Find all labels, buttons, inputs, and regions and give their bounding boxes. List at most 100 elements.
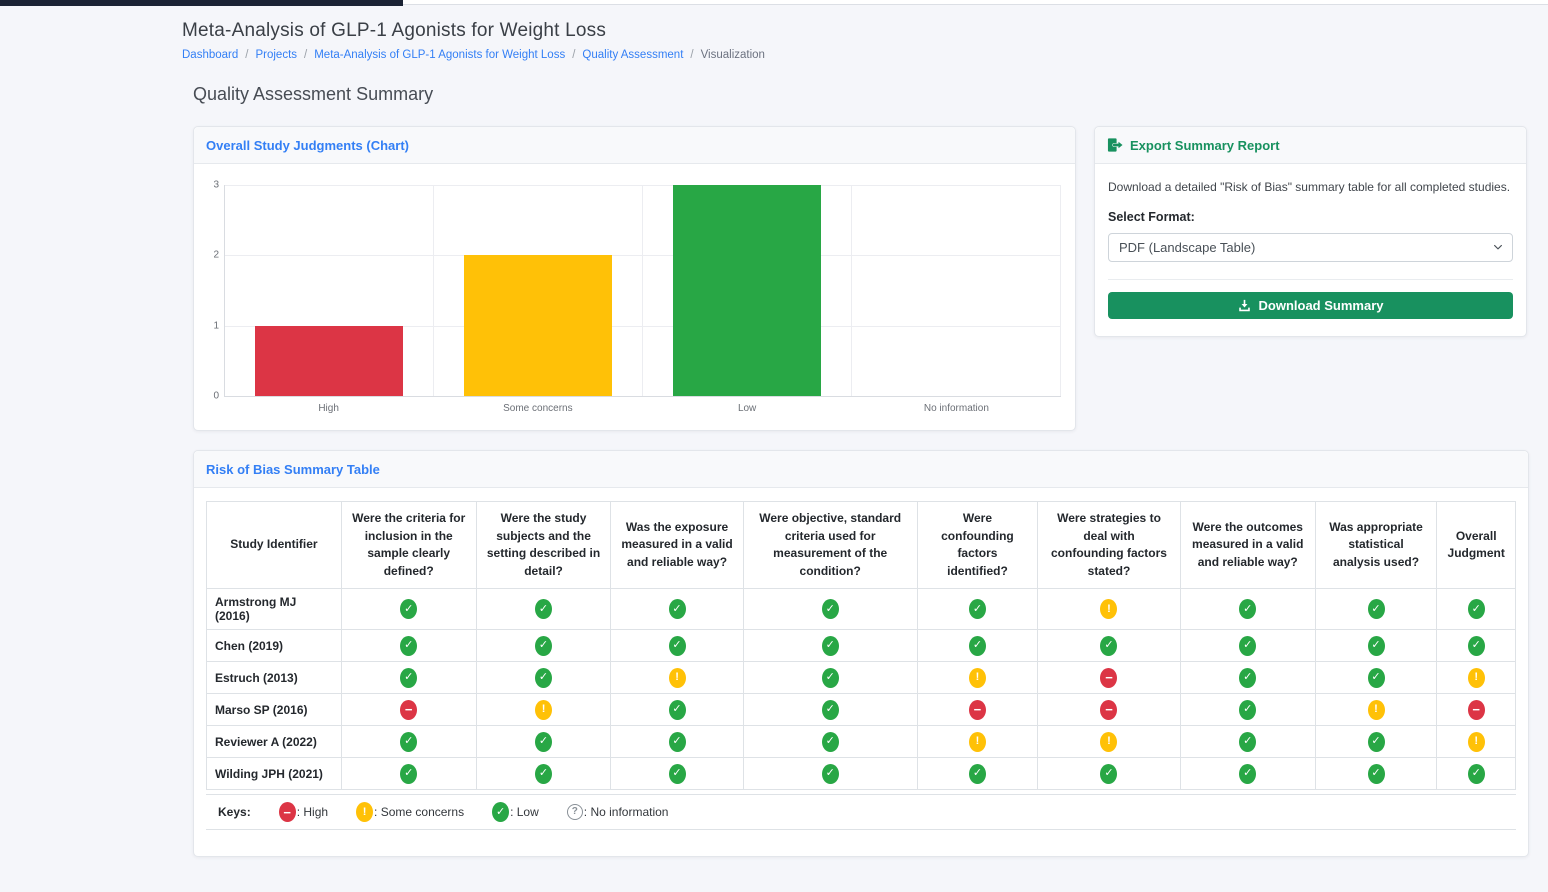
check-circle-icon: ✓	[669, 732, 686, 752]
format-select[interactable]: PDF (Landscape Table)	[1108, 233, 1513, 262]
judgment-cell: ✓	[341, 589, 476, 630]
download-icon	[1238, 299, 1251, 312]
column-header: Were the outcomes measured in a valid an…	[1180, 502, 1315, 589]
y-tick-label: 0	[195, 391, 219, 402]
check-circle-icon: ✓	[535, 668, 552, 688]
judgment-cell: !	[1038, 726, 1181, 758]
y-tick-label: 2	[195, 250, 219, 261]
section-heading: Quality Assessment Summary	[193, 84, 1529, 105]
y-tick-label: 3	[195, 180, 219, 191]
check-circle-icon: ✓	[1468, 764, 1485, 784]
judgment-cell: ✓	[1180, 694, 1315, 726]
judgment-cell: ✓	[341, 726, 476, 758]
judgment-cell: ✓	[341, 662, 476, 694]
divider	[1108, 279, 1513, 280]
check-circle-icon: ✓	[535, 764, 552, 784]
x-tick-label: High	[224, 403, 433, 414]
judgment-cell: ✓	[1315, 758, 1437, 790]
key-item-some: !: Some concerns	[356, 802, 464, 822]
chart-card: Overall Study Judgments (Chart) 0123 Hig…	[193, 126, 1076, 431]
judgment-cell: ✓	[611, 630, 743, 662]
breadcrumb-item-projects[interactable]: Projects	[255, 49, 297, 61]
check-circle-icon: ✓	[822, 764, 839, 784]
download-summary-button[interactable]: Download Summary	[1108, 292, 1513, 319]
judgment-cell: ✓	[611, 758, 743, 790]
judgment-cell: ✓	[1315, 630, 1437, 662]
minus-circle-icon: −	[1100, 668, 1117, 688]
table-row: Estruch (2013)✓✓!✓!−✓✓!	[207, 662, 1516, 694]
check-circle-icon: ✓	[535, 599, 552, 619]
check-circle-icon: ✓	[1239, 636, 1256, 656]
check-circle-icon: ✓	[1368, 636, 1385, 656]
x-tick-label: Low	[643, 403, 852, 414]
judgment-cell: ✓	[1180, 630, 1315, 662]
check-circle-icon: ✓	[400, 764, 417, 784]
table-row: Reviewer A (2022)✓✓✓✓!!✓✓!	[207, 726, 1516, 758]
check-circle-icon: ✓	[1100, 764, 1117, 784]
judgment-cell: ✓	[743, 589, 917, 630]
minus-circle-icon: −	[279, 802, 296, 822]
column-header: Were the study subjects and the setting …	[476, 502, 611, 589]
check-circle-icon: ✓	[1100, 636, 1117, 656]
breadcrumb-item-quality-assessment[interactable]: Quality Assessment	[582, 49, 683, 61]
chart-area: 0123 HighSome concernsLowNo information	[194, 185, 1075, 414]
table-row: Chen (2019)✓✓✓✓✓✓✓✓✓	[207, 630, 1516, 662]
judgment-cell: ✓	[917, 758, 1037, 790]
check-circle-icon: ✓	[822, 636, 839, 656]
judgment-cell: ✓	[1038, 630, 1181, 662]
breadcrumb: Dashboard/Projects/Meta-Analysis of GLP-…	[182, 49, 1529, 61]
check-circle-icon: ✓	[969, 764, 986, 784]
study-identifier-cell: Estruch (2013)	[207, 662, 342, 694]
breadcrumb-item-visualization: Visualization	[701, 49, 765, 61]
breadcrumb-item-dashboard[interactable]: Dashboard	[182, 49, 238, 61]
minus-circle-icon: −	[1100, 700, 1117, 720]
format-label: Select Format:	[1108, 210, 1513, 224]
key-item-noinfo: ?: No information	[567, 804, 669, 820]
judgment-cell: !	[611, 662, 743, 694]
check-circle-icon: ✓	[1468, 636, 1485, 656]
judgment-cell: ✓	[1437, 758, 1516, 790]
judgment-cell: ✓	[476, 589, 611, 630]
column-header: Was appropriate statistical analysis use…	[1315, 502, 1437, 589]
exclamation-circle-icon: !	[1468, 732, 1485, 752]
judgment-cell: ✓	[917, 589, 1037, 630]
breadcrumb-item-meta-analysis-of-glp-1-agonists-for-weight-loss[interactable]: Meta-Analysis of GLP-1 Agonists for Weig…	[314, 49, 565, 61]
rob-table-title: Risk of Bias Summary Table	[206, 462, 380, 477]
judgment-cell: ✓	[743, 630, 917, 662]
chart-category-some-concerns	[434, 185, 643, 396]
rob-table: Study IdentifierWere the criteria for in…	[206, 501, 1516, 790]
column-header: Were confounding factors identified?	[917, 502, 1037, 589]
judgment-cell: ✓	[476, 726, 611, 758]
judgment-cell: ✓	[1180, 662, 1315, 694]
file-export-icon	[1107, 138, 1123, 152]
judgment-cell: ✓	[476, 662, 611, 694]
exclamation-circle-icon: !	[535, 700, 552, 720]
judgment-cell: ✓	[743, 758, 917, 790]
check-circle-icon: ✓	[1239, 668, 1256, 688]
judgment-cell: ✓	[1180, 589, 1315, 630]
check-circle-icon: ✓	[400, 636, 417, 656]
check-circle-icon: ✓	[669, 599, 686, 619]
breadcrumb-separator: /	[304, 49, 307, 61]
judgment-cell: ✓	[743, 694, 917, 726]
check-circle-icon: ✓	[822, 700, 839, 720]
bar-some-concerns	[464, 255, 612, 396]
judgment-cell: −	[1437, 694, 1516, 726]
chart-category-high	[225, 185, 434, 396]
judgment-cell: ✓	[611, 726, 743, 758]
column-header: Were the criteria for inclusion in the s…	[341, 502, 476, 589]
page-title: Meta-Analysis of GLP-1 Agonists for Weig…	[182, 20, 1529, 42]
judgment-cell: ✓	[611, 589, 743, 630]
judgment-cell: ✓	[1180, 726, 1315, 758]
export-card-title: Export Summary Report	[1130, 138, 1280, 153]
study-identifier-cell: Chen (2019)	[207, 630, 342, 662]
bar-high	[255, 326, 403, 396]
judgment-cell: ✓	[1180, 758, 1315, 790]
chart-category-low	[643, 185, 852, 396]
chart-category-no-information	[852, 185, 1061, 396]
keys-legend: Keys: −: High!: Some concerns✓: Low?: No…	[206, 794, 1516, 830]
check-circle-icon: ✓	[492, 802, 509, 822]
study-identifier-cell: Reviewer A (2022)	[207, 726, 342, 758]
check-circle-icon: ✓	[1368, 732, 1385, 752]
minus-circle-icon: −	[969, 700, 986, 720]
